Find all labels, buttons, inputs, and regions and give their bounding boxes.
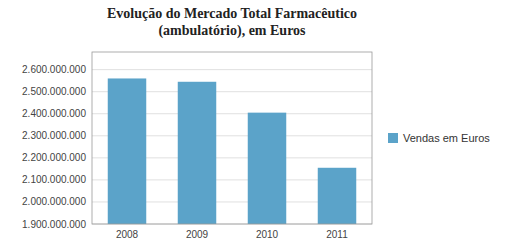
bar (318, 168, 357, 224)
y-tick-label: 2.600.000.000 (22, 64, 86, 75)
y-tick-label: 2.400.000.000 (22, 108, 86, 119)
title-line: Evolução do Mercado Total Farmacêutico (107, 6, 357, 21)
x-tick-label: 2010 (256, 229, 279, 240)
bar (108, 78, 147, 224)
title: Evolução do Mercado Total Farmacêutico (a… (107, 6, 357, 39)
y-tick-label: 1.900.000.000 (22, 219, 86, 230)
x-tick-label: 2008 (116, 229, 139, 240)
y-tick-label: 2.500.000.000 (22, 86, 86, 97)
y-tick-label: 2.200.000.000 (22, 152, 86, 163)
legend-swatch (388, 133, 398, 143)
y-tick-label: 2.300.000.000 (22, 130, 86, 141)
legend-label: Vendas em Euros (403, 132, 490, 144)
bar (178, 82, 217, 224)
title-line: (ambulatório), em Euros (158, 23, 306, 39)
x-tick-label: 2009 (186, 229, 209, 240)
x-tick-label: 2011 (326, 229, 348, 240)
y-tick-label: 2.100.000.000 (22, 174, 86, 185)
chart: Evolução do Mercado Total Farmacêutico (a… (0, 0, 525, 252)
bars (108, 78, 357, 224)
grid-line (92, 69, 372, 70)
bar (248, 113, 287, 224)
plot-frame (92, 52, 372, 224)
y-tick-label: 2.000.000.000 (22, 196, 86, 207)
